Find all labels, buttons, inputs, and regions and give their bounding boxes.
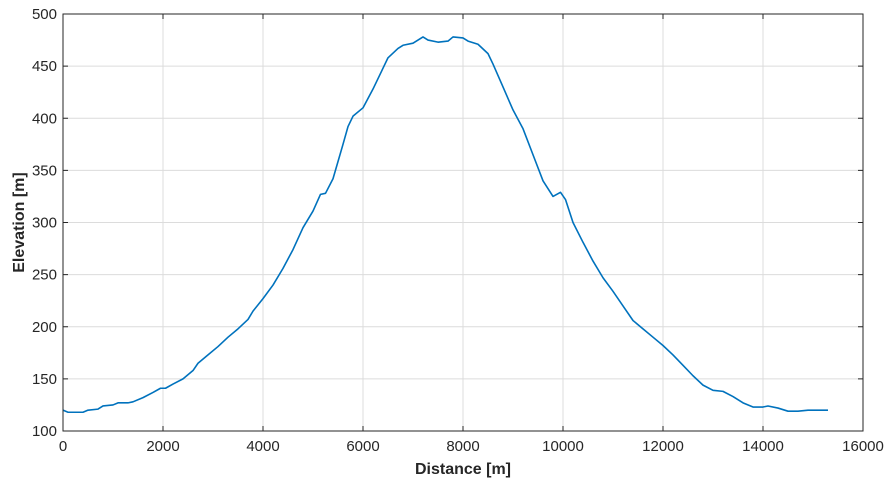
y-axis-title: Elevation [m] xyxy=(11,172,28,272)
x-tick-label: 14000 xyxy=(742,438,784,455)
x-tick-label: 6000 xyxy=(346,438,379,455)
axes-box xyxy=(62,13,864,432)
y-tick-label: 200 xyxy=(32,319,57,336)
x-tick-label: 12000 xyxy=(642,438,684,455)
x-tick-label: 4000 xyxy=(246,438,279,455)
x-tick-label: 10000 xyxy=(542,438,584,455)
y-tick-label: 250 xyxy=(32,267,57,284)
x-tick-label: 8000 xyxy=(446,438,479,455)
grid xyxy=(62,13,864,432)
x-tick-labels: 0 2000 4000 6000 8000 10000 12000 14000 16000 xyxy=(59,438,884,455)
x-tick-label: 0 xyxy=(59,438,67,455)
x-axis-title: Distance [m] xyxy=(415,461,511,478)
y-tick-label: 350 xyxy=(32,162,57,179)
x-tick-label: 16000 xyxy=(842,438,884,455)
x-tick-label: 2000 xyxy=(146,438,179,455)
y-tick-label: 100 xyxy=(32,423,57,440)
y-tick-labels: 100 150 200 250 300 350 400 450 500 xyxy=(32,6,57,440)
y-tick-label: 500 xyxy=(32,6,57,23)
y-tick-label: 150 xyxy=(32,371,57,388)
y-tick-label: 400 xyxy=(32,110,57,127)
series-layer xyxy=(62,36,828,414)
y-tick-label: 450 xyxy=(32,58,57,75)
elevation-series-line xyxy=(62,36,828,414)
y-tick-label: 300 xyxy=(32,215,57,232)
